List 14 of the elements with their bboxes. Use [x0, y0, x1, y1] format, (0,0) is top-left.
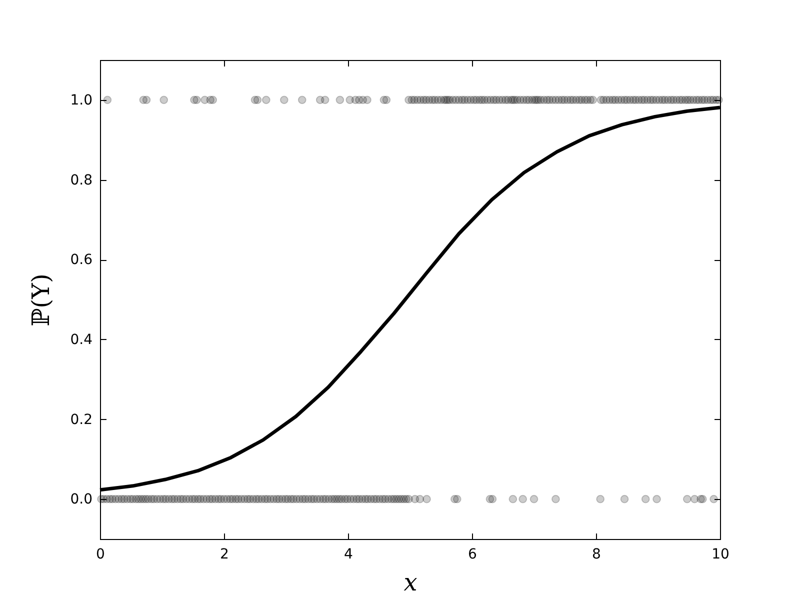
y-tick-label: 0.2 — [70, 412, 92, 428]
x-axis-title: x — [404, 568, 418, 596]
x-tick-label: 4 — [344, 546, 354, 562]
x-tick-label: 6 — [468, 546, 478, 562]
x-tick-label: 8 — [592, 546, 601, 562]
y-tick-label: 0.6 — [70, 252, 93, 268]
y-axis-title: ℙ(Y) — [27, 274, 56, 326]
y-tick-label: 0.8 — [70, 172, 92, 188]
x-tick-label: 0 — [96, 546, 105, 562]
y-tick-label: 1.0 — [70, 92, 92, 108]
x-tick-label: 10 — [712, 546, 730, 562]
x-tick-label: 2 — [220, 546, 229, 562]
y-tick-label: 0.0 — [70, 492, 92, 508]
y-tick-label: 0.4 — [70, 332, 93, 348]
